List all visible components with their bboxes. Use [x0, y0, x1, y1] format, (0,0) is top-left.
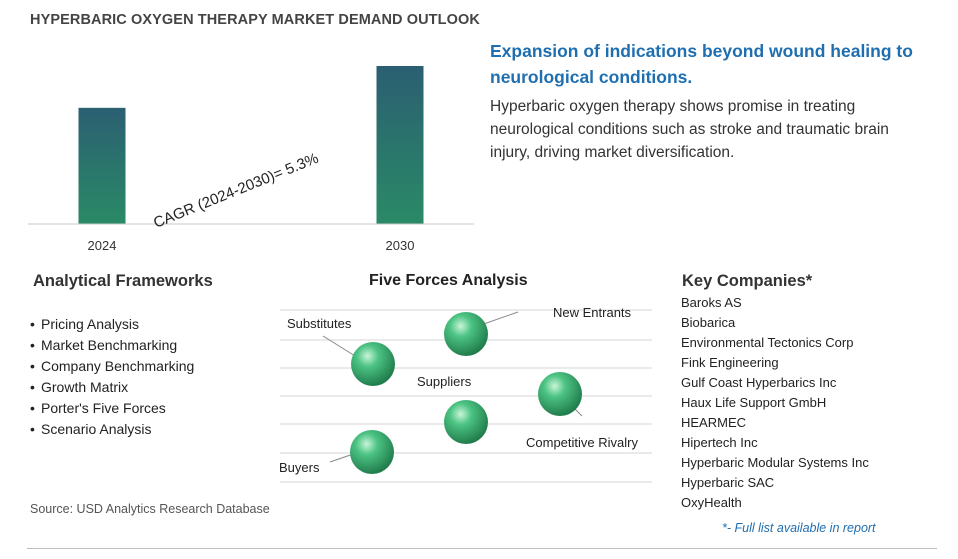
list-item: OxyHealth	[681, 495, 742, 510]
list-item: Scenario Analysis	[30, 419, 194, 440]
substitutes-sphere	[351, 342, 395, 386]
list-item: Growth Matrix	[30, 377, 194, 398]
cagr-annotation: CAGR (2024-2030)= 5.3%	[151, 150, 321, 232]
list-item: Baroks AS	[681, 295, 742, 310]
bar-2030	[376, 66, 424, 224]
list-item: Pricing Analysis	[30, 314, 194, 335]
list-item: HEARMEC	[681, 415, 747, 430]
buyers-label: Buyers	[279, 460, 320, 475]
list-item: Hyperbaric SAC	[681, 475, 775, 490]
frameworks-title: Analytical Frameworks	[33, 272, 213, 290]
page-title: HYPERBARIC OXYGEN THERAPY MARKET DEMAND …	[30, 12, 480, 28]
list-item: Company Benchmarking	[30, 356, 194, 377]
full-list-note: *- Full list available in report	[722, 521, 876, 535]
suppliers-label: Suppliers	[417, 374, 472, 389]
buyers-sphere	[350, 430, 394, 474]
bottom-divider	[27, 548, 937, 549]
bar-2024	[78, 107, 126, 224]
competitive-rivalry-sphere	[538, 372, 582, 416]
list-item: Fink Engineering	[681, 355, 779, 370]
competitive-rivalry-label: Competitive Rivalry	[526, 435, 638, 450]
insight-body: Hyperbaric oxygen therapy shows promise …	[490, 98, 889, 161]
list-item: Hyperbaric Modular Systems Inc	[681, 455, 869, 470]
insight-heading: Expansion of indications beyond wound he…	[490, 41, 913, 87]
list-item: Market Benchmarking	[30, 335, 194, 356]
substitutes-label: Substitutes	[287, 316, 352, 331]
list-item: Environmental Tectonics Corp	[681, 335, 854, 350]
companies-list: Baroks AS Biobarica Environmental Tecton…	[681, 293, 869, 513]
list-item: Biobarica	[681, 315, 736, 330]
frameworks-list: Pricing Analysis Market Benchmarking Com…	[30, 314, 194, 440]
source-note: Source: USD Analytics Research Database	[30, 502, 270, 516]
list-item: Hipertech Inc	[681, 435, 758, 450]
companies-title: Key Companies*	[682, 272, 813, 290]
five-forces-title: Five Forces Analysis	[369, 272, 528, 289]
suppliers-sphere	[444, 400, 488, 444]
list-item: Gulf Coast Hyperbarics Inc	[681, 375, 837, 390]
five-forces-diagram: Substitutes New Entrants Suppliers Compe…	[279, 305, 652, 483]
bar-chart: 2024 2030 CAGR (2024-2030)= 5.3%	[28, 66, 474, 253]
list-item: Haux Life Support GmbH	[681, 395, 827, 410]
x-tick-label: 2024	[88, 238, 117, 253]
new-entrants-sphere	[444, 312, 488, 356]
x-tick-label: 2030	[386, 238, 415, 253]
list-item: Porter's Five Forces	[30, 398, 194, 419]
new-entrants-label: New Entrants	[553, 305, 632, 320]
